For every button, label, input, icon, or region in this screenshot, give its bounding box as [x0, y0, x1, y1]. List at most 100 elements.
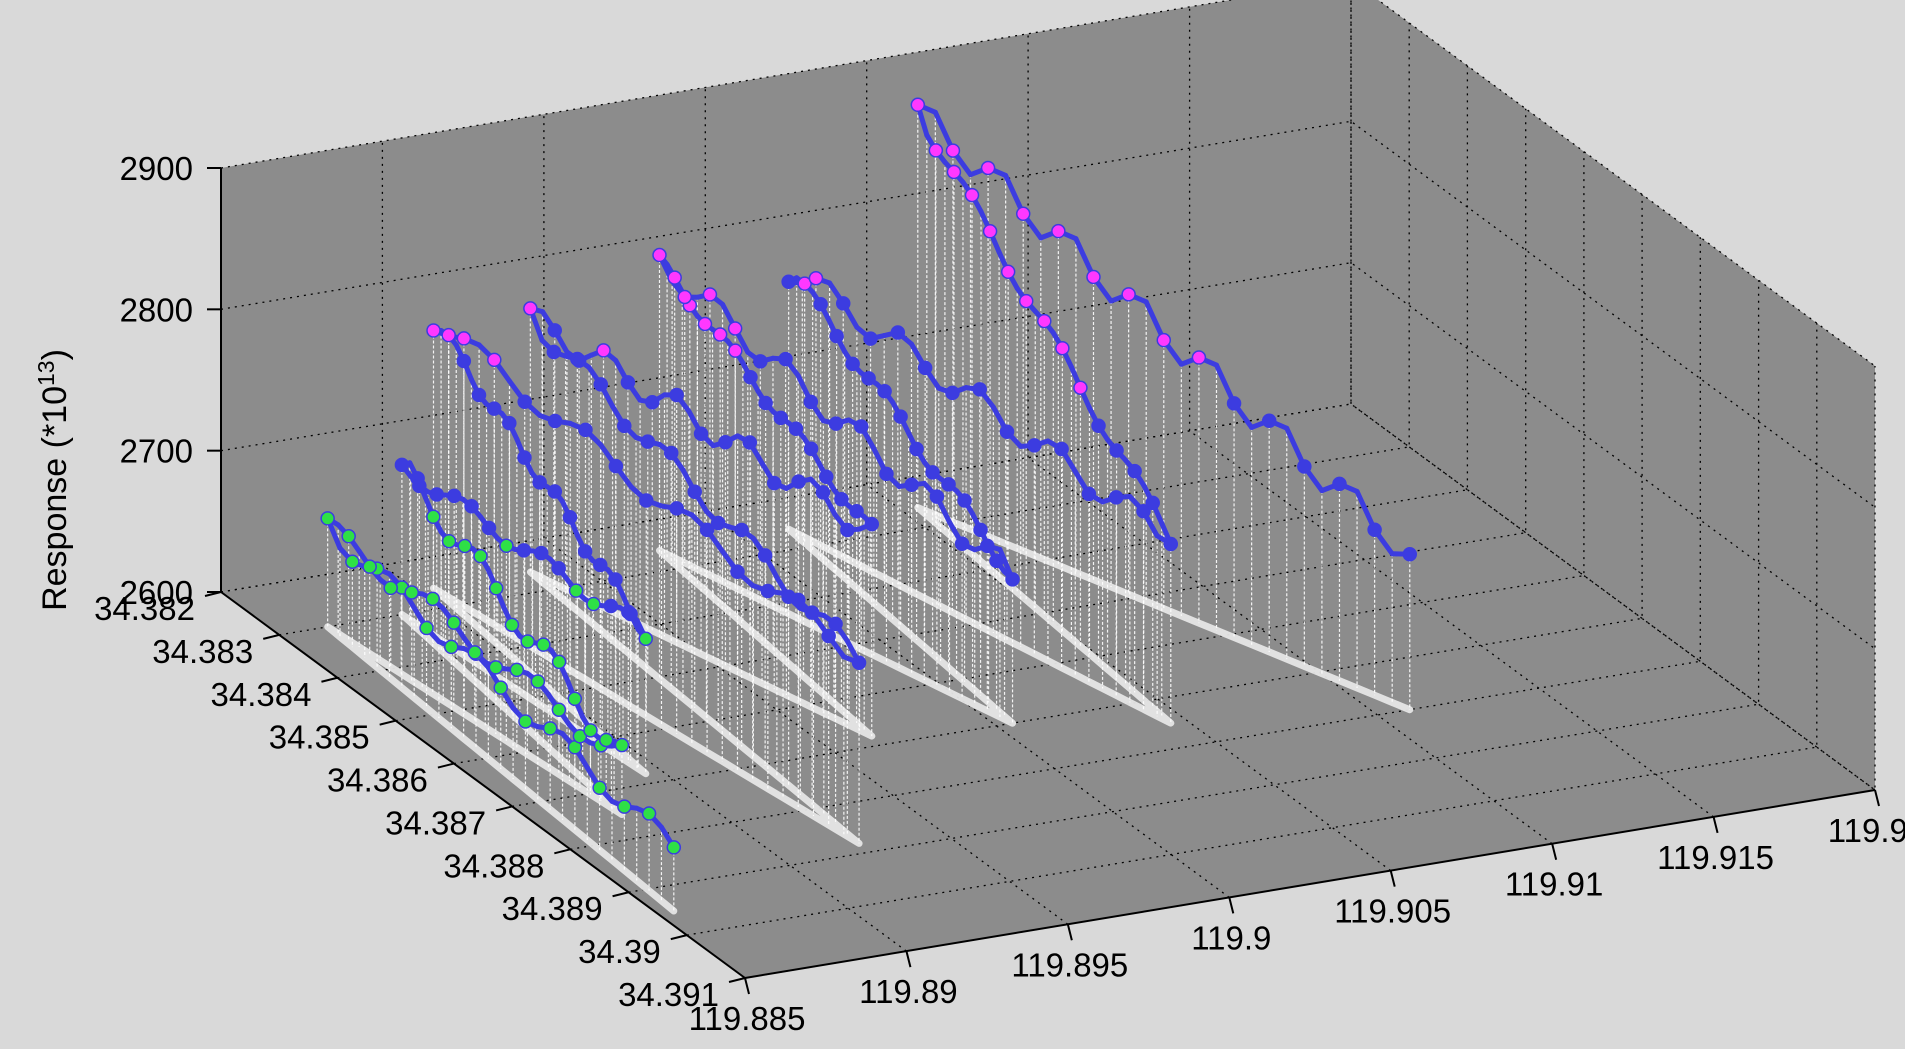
trace-point — [640, 434, 656, 449]
trace-point — [828, 416, 844, 431]
trace-point — [863, 331, 878, 346]
trace-point — [1109, 443, 1124, 458]
trace-point — [467, 645, 483, 660]
trace-point — [730, 564, 745, 580]
grid-line-y — [453, 151, 1585, 765]
trace-point — [1261, 413, 1277, 428]
trace-point — [614, 737, 630, 753]
trace-point — [973, 522, 988, 538]
trace-point — [571, 353, 587, 368]
trace-point — [917, 360, 933, 376]
trace-point — [620, 375, 636, 390]
trace-point — [551, 654, 567, 670]
floor-pane — [221, 404, 1875, 978]
trace-point — [471, 387, 487, 403]
trace-point — [879, 466, 894, 482]
x-tick-mark — [1389, 870, 1396, 887]
trace-point — [1226, 396, 1242, 411]
floor-projection — [324, 504, 1414, 915]
trace-point — [456, 353, 472, 369]
y-tick-mark — [728, 977, 746, 983]
trace-point — [829, 328, 844, 344]
trace-point — [464, 499, 479, 514]
trace-point — [473, 548, 488, 564]
z-tick-label: 2800 — [120, 291, 193, 328]
trace-point — [982, 224, 998, 239]
y-tick-label: 34.387 — [385, 804, 486, 841]
trace-point — [1163, 536, 1179, 552]
trace-point — [536, 637, 551, 652]
y-tick-mark — [379, 719, 396, 726]
trace-point — [1297, 459, 1312, 474]
trace-point — [517, 450, 532, 465]
trace-point — [663, 445, 679, 461]
trace-point — [929, 489, 945, 504]
trace-point — [533, 545, 549, 561]
trace-point — [957, 493, 972, 508]
trace-point — [728, 343, 743, 358]
trace-point — [1367, 522, 1382, 537]
trace-point — [1037, 313, 1052, 329]
z-tick-label: 2900 — [120, 150, 193, 187]
trace-point — [1054, 441, 1069, 457]
y-tick-mark — [612, 891, 629, 898]
y-tick-label: 34.388 — [443, 847, 544, 884]
x-tick-label: 119.89 — [859, 973, 957, 1010]
trace-point — [532, 475, 547, 490]
trace-point — [804, 605, 820, 620]
trace-point — [781, 274, 796, 290]
trace-point — [516, 543, 532, 558]
grid-line-y — [570, 237, 1701, 850]
trace-point — [791, 474, 806, 489]
trace-point — [1073, 380, 1088, 395]
trace-point — [821, 628, 836, 644]
trace-point — [1091, 418, 1106, 433]
trace-point — [608, 458, 624, 474]
trace-point — [487, 352, 502, 368]
trace-point — [603, 598, 619, 614]
y-tick-label: 34.386 — [327, 762, 428, 799]
grid-lines — [220, 0, 1876, 979]
trace-point — [925, 465, 940, 480]
trace-point — [945, 143, 961, 158]
back-pane — [221, 0, 1351, 592]
y-tick-label: 34.384 — [211, 676, 312, 713]
trace-point — [551, 702, 567, 718]
trace-point — [567, 691, 583, 707]
trace-point — [504, 617, 520, 633]
trace-point — [404, 585, 419, 600]
trace-point — [441, 533, 457, 549]
trace-point — [517, 394, 532, 410]
y-axis-line — [220, 591, 746, 979]
x-tick-mark — [1874, 789, 1880, 807]
trace-point — [964, 187, 980, 203]
trace-point — [840, 522, 855, 538]
trace-point — [710, 515, 726, 531]
trace-point — [441, 327, 456, 343]
trace-point — [394, 457, 410, 473]
trace-point — [645, 394, 660, 410]
x-tick-mark — [905, 950, 912, 968]
trace-point — [778, 351, 793, 367]
trace-point — [834, 492, 849, 507]
y-tick-mark — [262, 633, 280, 640]
trace-point — [928, 143, 944, 158]
trace-point — [593, 377, 609, 392]
trace-point — [890, 325, 906, 340]
x-tick-mark — [744, 977, 750, 995]
side-pane — [1351, 0, 1875, 790]
trace-point — [592, 780, 607, 796]
trace-point — [972, 382, 987, 397]
trace-point — [989, 553, 1004, 569]
trace-point — [1081, 486, 1097, 502]
x-tick-label: 119.92 — [1828, 812, 1905, 849]
trace-point — [547, 413, 563, 429]
trace-point — [980, 538, 995, 554]
trace-point — [853, 419, 869, 434]
trace-point — [502, 415, 517, 431]
trace-point — [999, 424, 1015, 440]
y-tick-label: 34.39 — [578, 933, 661, 970]
trace-point — [909, 441, 924, 457]
grid-line-y — [744, 366, 1876, 979]
